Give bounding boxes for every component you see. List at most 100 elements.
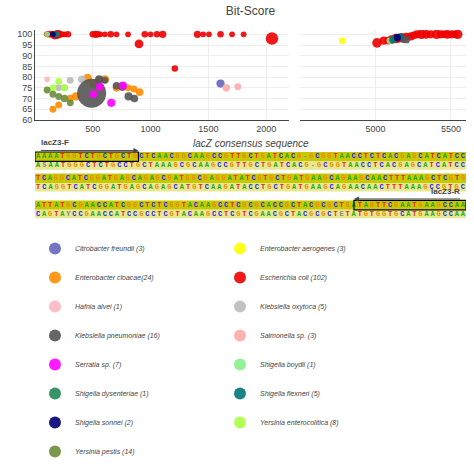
svg-text:100: 100 (17, 29, 32, 39)
svg-text:C: C (230, 210, 234, 218)
svg-text:G: G (315, 201, 319, 209)
svg-text:C: C (315, 152, 319, 160)
svg-text:C: C (380, 161, 384, 169)
svg-text:G: G (144, 174, 148, 182)
svg-text:A: A (54, 152, 59, 160)
svg-text:C: C (273, 183, 277, 191)
svg-text:T: T (382, 201, 386, 209)
svg-text:C: C (145, 210, 149, 218)
svg-text:C: C (437, 152, 441, 160)
svg-text:C: C (217, 161, 221, 169)
svg-text:A: A (80, 183, 85, 191)
svg-text:C: C (123, 161, 127, 169)
svg-text:T: T (180, 174, 184, 182)
svg-text:G: G (411, 161, 415, 169)
svg-text:A: A (431, 210, 436, 218)
svg-text:A: A (348, 183, 353, 191)
svg-text:C: C (380, 183, 384, 191)
svg-text:A: A (198, 161, 203, 169)
svg-text:G: G (169, 201, 173, 209)
svg-text:G: G (206, 152, 210, 160)
svg-text:C: C (333, 201, 337, 209)
svg-text:T: T (412, 210, 416, 218)
svg-text:C: C (323, 161, 327, 169)
svg-text:C: C (383, 174, 387, 182)
svg-text:A: A (188, 201, 193, 209)
svg-text:C: C (212, 152, 216, 160)
svg-text:G: G (139, 210, 143, 218)
svg-text:T: T (376, 152, 380, 160)
svg-text:A: A (206, 201, 211, 209)
svg-text:C: C (273, 201, 277, 209)
svg-text:A: A (303, 201, 308, 209)
svg-text:C: C (103, 152, 107, 160)
svg-text:G: G (394, 210, 398, 218)
svg-text:A: A (442, 161, 447, 169)
svg-text:C: C (279, 201, 283, 209)
svg-text:T: T (78, 174, 82, 182)
svg-text:80: 80 (22, 72, 32, 82)
svg-text:T: T (145, 201, 149, 209)
svg-text:G: G (236, 210, 240, 218)
svg-text:G: G (323, 174, 327, 182)
svg-text:C: C (117, 161, 121, 169)
svg-text:C: C (430, 183, 434, 191)
svg-text:A: A (242, 183, 247, 191)
svg-text:A: A (230, 183, 235, 191)
svg-text:A: A (60, 210, 65, 218)
svg-text:A: A (138, 174, 143, 182)
svg-text:Shigella dysenteriae (1): Shigella dysenteriae (1) (75, 390, 149, 398)
svg-text:C: C (142, 183, 146, 191)
svg-text:500: 500 (85, 124, 100, 134)
svg-text:G: G (230, 161, 234, 169)
svg-text:T: T (92, 161, 96, 169)
svg-text:G: G (321, 152, 325, 160)
svg-text:C: C (449, 201, 453, 209)
svg-text:A: A (205, 161, 210, 169)
svg-text:C: C (173, 183, 177, 191)
svg-text:C: C (358, 152, 362, 160)
svg-text:G: G (167, 183, 171, 191)
svg-text:C: C (188, 210, 192, 218)
svg-text:G: G (254, 201, 258, 209)
svg-text:A: A (424, 210, 429, 218)
svg-text:G: G (341, 174, 345, 182)
svg-text:G: G (168, 174, 172, 182)
svg-text:95: 95 (22, 40, 32, 50)
svg-text:T: T (370, 210, 374, 218)
svg-text:A: A (292, 183, 297, 191)
svg-text:C: C (309, 201, 313, 209)
svg-text:A: A (217, 183, 222, 191)
svg-text:T: T (245, 174, 249, 182)
svg-text:G: G (211, 161, 215, 169)
svg-text:65: 65 (22, 104, 32, 114)
svg-text:lacZ3-F: lacZ3-F (41, 138, 69, 147)
svg-text:T: T (346, 210, 350, 218)
svg-text:Enterobacter cloacae(24): Enterobacter cloacae(24) (75, 274, 154, 282)
svg-text:C: C (417, 161, 421, 169)
svg-text:T: T (157, 201, 161, 209)
svg-text:C: C (461, 183, 465, 191)
svg-text:C: C (291, 201, 295, 209)
svg-text:C: C (255, 161, 259, 169)
svg-text:A: A (386, 161, 391, 169)
svg-text:T: T (358, 201, 362, 209)
svg-text:G: G (269, 174, 273, 182)
svg-text:A: A (292, 161, 297, 169)
svg-text:T: T (401, 174, 405, 182)
svg-text:A: A (371, 174, 376, 182)
svg-text:A: A (424, 152, 429, 160)
svg-text:T: T (115, 201, 119, 209)
svg-text:G: G (176, 201, 180, 209)
svg-text:G: G (123, 183, 127, 191)
svg-text:C: C (248, 152, 252, 160)
svg-text:Klebsiella oxytoca (5): Klebsiella oxytoca (5) (260, 303, 327, 311)
svg-text:T: T (130, 161, 134, 169)
svg-text:C: C (142, 161, 146, 169)
svg-text:C: C (66, 174, 70, 182)
svg-text:C: C (315, 210, 319, 218)
svg-text:T: T (236, 161, 240, 169)
svg-text:T: T (333, 152, 337, 160)
svg-text:Enterobacter aerogenes (3): Enterobacter aerogenes (3) (260, 245, 346, 253)
svg-text:G: G (54, 174, 58, 182)
